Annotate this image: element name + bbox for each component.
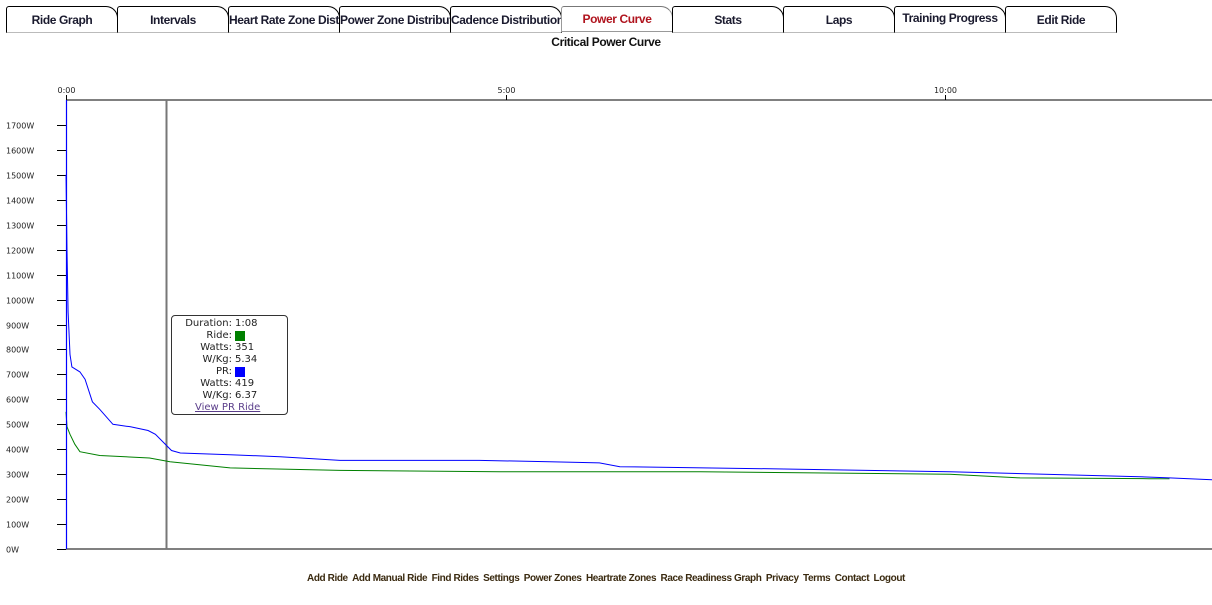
tooltip-ride-wkg: 5.34	[235, 354, 258, 365]
x-tick-label: 10:00	[934, 86, 957, 95]
tab-edit-ride[interactable]: Edit Ride	[1005, 6, 1117, 33]
footer-terms[interactable]: Terms	[803, 573, 831, 584]
tooltip-pr-label: PR:	[215, 366, 232, 377]
footer-privacy[interactable]: Privacy	[765, 573, 799, 584]
power-curve-chart[interactable]: 0W 100W 200W 300W 400W 500W 600W 700W 800W 900W 10…	[0, 0, 1212, 560]
y-tick-label: 700W	[6, 371, 29, 380]
tooltip-pr-wkg: 6.37	[235, 390, 258, 401]
y-tick-label: 1600W	[6, 147, 34, 156]
footer-logout[interactable]: Logout	[873, 573, 906, 584]
y-tick-label: 1500W	[6, 172, 34, 181]
tab-training-progress[interactable]: Training Progress	[894, 6, 1006, 33]
footer-nav: Add Ride Add Manual Ride Find Rides Sett…	[0, 573, 1212, 584]
y-tick-label: 1300W	[6, 222, 34, 231]
tab-power-curve[interactable]: Power Curve	[561, 6, 673, 32]
tooltip-ride-watts-label: Watts:	[200, 342, 232, 353]
footer-add-manual-ride[interactable]: Add Manual Ride	[352, 573, 428, 584]
footer-power-zones[interactable]: Power Zones	[523, 573, 582, 584]
tab-heart-rate-zone-distribution[interactable]: Heart Rate Zone Distribution	[228, 6, 340, 33]
page-title: Critical Power Curve	[551, 35, 661, 49]
series-line-ride	[65, 411, 1170, 480]
y-tick-label: 500W	[6, 421, 29, 430]
tab-stats[interactable]: Stats	[672, 6, 784, 33]
y-tick-label: 1100W	[6, 272, 34, 281]
y-tick-label: 400W	[6, 446, 29, 455]
footer-heartrate-zones[interactable]: Heartrate Zones	[585, 573, 657, 584]
y-tick-label: 300W	[6, 471, 29, 480]
tooltip-ride-watts: 351	[235, 342, 255, 353]
y-tick-label: 1400W	[6, 197, 34, 206]
y-tick-label: 200W	[6, 496, 29, 505]
x-tick-label: 0:00	[58, 86, 76, 95]
tab-power-zone-distribution[interactable]: Power Zone Distribution	[339, 6, 451, 33]
view-pr-ride-link[interactable]: View PR Ride	[195, 402, 261, 413]
tooltip-pr-wkg-label: W/Kg:	[202, 390, 232, 401]
tooltip-pr-watts: 419	[235, 378, 255, 389]
y-tick-label: 800W	[6, 346, 29, 355]
y-tick-label: 0W	[6, 546, 19, 555]
footer-settings[interactable]: Settings	[483, 573, 520, 584]
ride-color-swatch	[235, 331, 245, 341]
tooltip-duration-label: Duration:	[185, 318, 232, 329]
series-line-pr	[65, 174, 1212, 481]
y-tick-label: 100W	[6, 521, 29, 530]
y-tick-label: 600W	[6, 396, 29, 405]
tooltip-ride-wkg-label: W/Kg:	[202, 354, 232, 365]
pr-color-swatch	[235, 367, 245, 377]
tooltip-ride-label: Ride:	[206, 330, 232, 341]
tab-laps[interactable]: Laps	[783, 6, 895, 33]
tab-intervals[interactable]: Intervals	[117, 6, 229, 33]
tooltip-duration: 1:08	[235, 318, 258, 329]
chart-tooltip: Duration: 1:08 Ride: Watts: 351 W/Kg: 5.34 …	[171, 315, 288, 415]
y-tick-label: 900W	[6, 322, 29, 331]
footer-find-rides[interactable]: Find Rides	[431, 573, 480, 584]
tab-bar: Ride Graph Intervals Heart Rate Zone Dis…	[6, 6, 1117, 33]
y-tick-label: 1700W	[6, 122, 34, 131]
footer-add-ride[interactable]: Add Ride	[307, 573, 348, 584]
x-tick-label: 5:00	[498, 86, 516, 95]
footer-race-readiness-graph[interactable]: Race Readiness Graph	[660, 573, 762, 584]
tab-ride-graph[interactable]: Ride Graph	[6, 6, 118, 33]
y-tick-label: 1000W	[6, 297, 34, 306]
y-tick-label: 1200W	[6, 247, 34, 256]
footer-contact[interactable]: Contact	[834, 573, 870, 584]
tooltip-pr-watts-label: Watts:	[200, 378, 232, 389]
tab-cadence-distribution[interactable]: Cadence Distribution	[450, 6, 562, 33]
